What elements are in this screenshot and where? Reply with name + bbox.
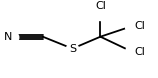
Text: N: N xyxy=(4,32,12,42)
Text: S: S xyxy=(69,44,76,54)
Text: Cl: Cl xyxy=(134,47,145,57)
Text: Cl: Cl xyxy=(95,1,106,11)
Text: Cl: Cl xyxy=(134,21,145,31)
